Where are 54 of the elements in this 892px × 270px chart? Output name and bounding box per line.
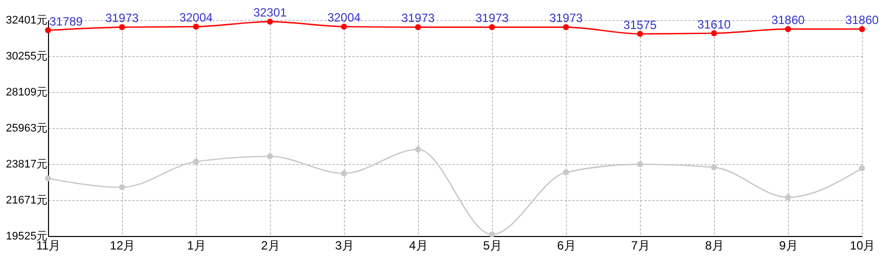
x-tick-label: 7月 — [631, 238, 650, 252]
point — [637, 161, 643, 168]
y-tick-label: 23817元 — [6, 158, 48, 170]
point — [45, 27, 51, 34]
x-tick-label: 10月 — [850, 238, 876, 252]
point — [489, 24, 495, 30]
y-tick-label: 32401元 — [6, 14, 48, 26]
point — [785, 26, 791, 32]
point — [859, 165, 865, 172]
point — [785, 194, 791, 200]
y-tick-label: 30255元 — [6, 50, 48, 62]
point — [267, 153, 273, 160]
y-tick-label: 21671元 — [6, 194, 48, 206]
point — [193, 158, 199, 165]
data-label: 31973 — [475, 11, 510, 26]
point — [563, 169, 569, 176]
point — [489, 231, 495, 238]
x-tick-label: 5月 — [483, 238, 502, 252]
data-label: 32301 — [253, 6, 288, 20]
data-label: 31860 — [845, 13, 880, 28]
data-label: 31973 — [549, 11, 584, 26]
data-label: 31973 — [105, 11, 140, 26]
point — [711, 164, 717, 170]
point — [267, 18, 273, 25]
point — [119, 24, 125, 30]
point — [711, 30, 717, 36]
point — [193, 24, 199, 30]
data-label: 31789 — [49, 14, 84, 28]
x-tick-label: 12月 — [110, 238, 136, 252]
point — [341, 24, 347, 30]
x-tick-label: 3月 — [335, 238, 354, 252]
point — [45, 175, 51, 182]
x-tick-label: 4月 — [409, 238, 428, 252]
x-tick-label: 1月 — [187, 238, 206, 252]
x-tick-label: 2月 — [261, 238, 280, 252]
x-tick-label: 8月 — [705, 238, 724, 252]
data-label: 31860 — [771, 13, 806, 28]
data-label: 31610 — [697, 17, 732, 32]
point — [859, 26, 865, 32]
point — [415, 146, 421, 152]
data-label: 31575 — [623, 18, 658, 32]
x-tick-label: 9月 — [779, 238, 798, 252]
y-tick-label: 28109元 — [6, 86, 48, 98]
y-tick-label: 25963元 — [6, 122, 48, 134]
data-label: 32004 — [179, 10, 214, 25]
data-label: 31973 — [401, 11, 436, 26]
data-label: 32004 — [327, 10, 362, 25]
y-tick-label: 19525元 — [6, 230, 48, 242]
point — [637, 30, 643, 37]
x-tick-label: 6月 — [557, 238, 576, 252]
point — [415, 24, 421, 30]
point — [563, 24, 569, 30]
point — [341, 170, 347, 176]
point — [119, 184, 125, 190]
